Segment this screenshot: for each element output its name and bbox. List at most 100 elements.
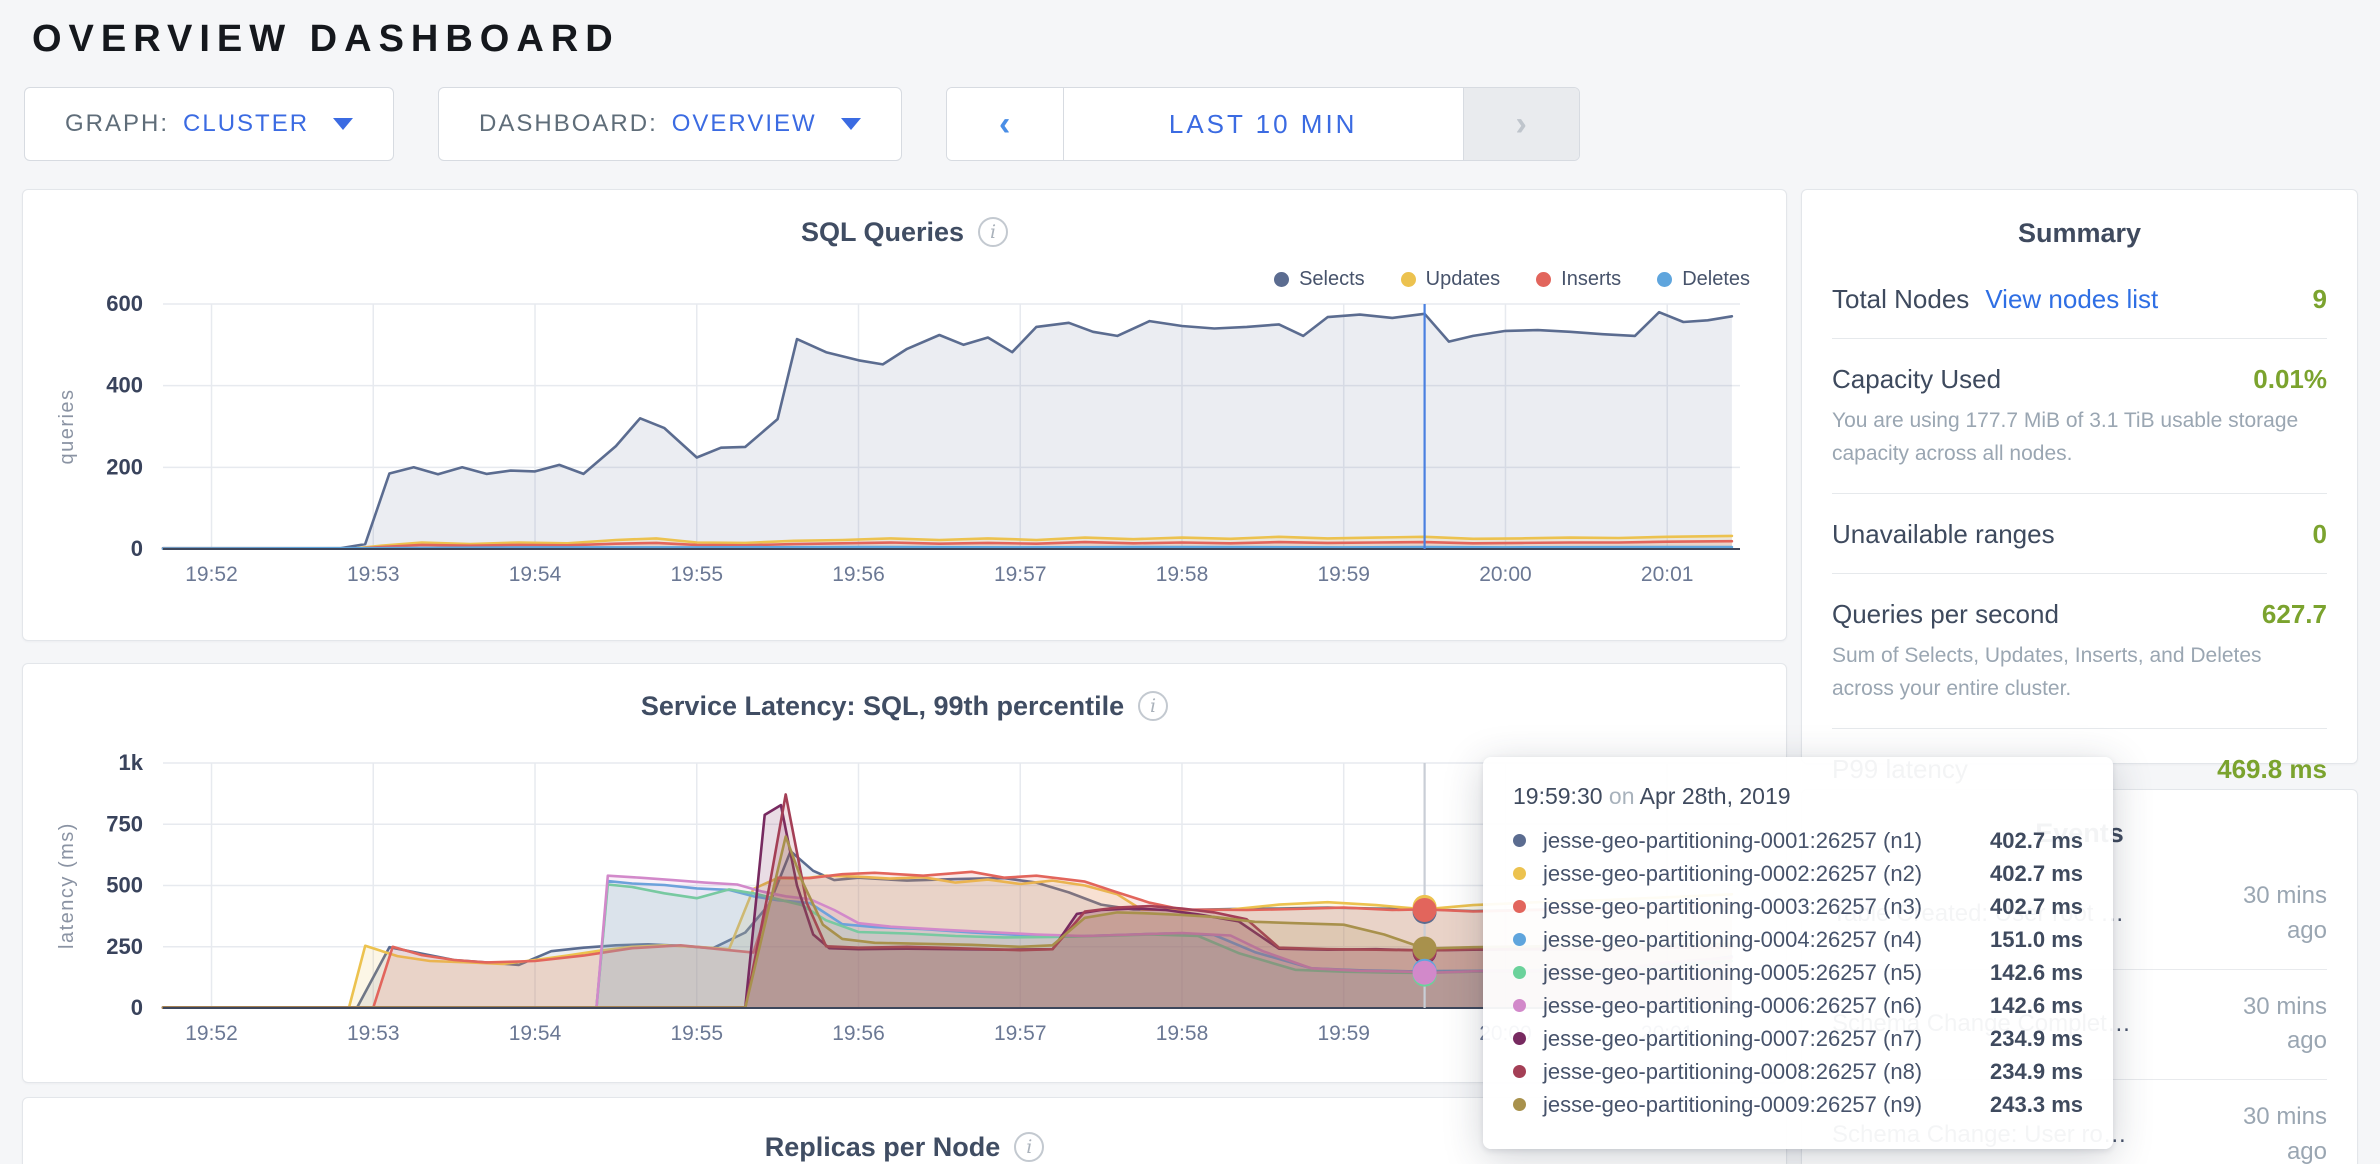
node-dot-icon [1513, 1032, 1526, 1045]
svg-text:19:55: 19:55 [670, 1022, 723, 1045]
inserts-dot-icon [1536, 272, 1552, 287]
dashboard-controls: GRAPH: CLUSTER DASHBOARD: OVERVIEW ‹ LAS… [24, 87, 2358, 161]
summary-panel: Summary Total Nodes View nodes list 9 Ca… [1801, 189, 2358, 784]
svg-text:19:52: 19:52 [185, 1022, 238, 1045]
svg-text:19:59: 19:59 [1317, 563, 1370, 586]
info-icon[interactable]: i [978, 217, 1009, 247]
node-dot-icon [1513, 834, 1526, 847]
summary-subtext: You are using 177.7 MiB of 3.1 TiB usabl… [1832, 409, 2299, 465]
summary-row-capacity-used: Capacity Used 0.01% You are using 177.7 … [1832, 339, 2327, 495]
service-latency-chart-card: Service Latency: SQL, 99th percentile i … [22, 663, 1787, 1083]
chevron-down-icon [840, 118, 861, 130]
legend-item-deletes[interactable]: Deletes [1657, 268, 1750, 291]
node-latency-value: 142.6 ms [1990, 959, 2083, 985]
chart-hover-tooltip: 19:59:30 on Apr 28th, 2019 jesse-geo-par… [1483, 757, 2113, 1149]
node-name: jesse-geo-partitioning-0005:26257 (n5) [1543, 959, 1923, 985]
legend-item-updates[interactable]: Updates [1400, 268, 1501, 291]
node-latency-value: 402.7 ms [1990, 893, 2083, 919]
svg-text:queries: queries [56, 388, 78, 464]
svg-text:0: 0 [131, 995, 143, 1020]
svg-text:19:56: 19:56 [832, 563, 885, 586]
service-latency-chart[interactable]: 19:52 19:53 19:54 19:55 19:56 19:57 19:58 19:59… [43, 738, 1758, 1053]
replicas-chart-header: Replicas per Node i [43, 1098, 1766, 1162]
summary-value: 9 [2312, 284, 2327, 314]
tooltip-row-n8: jesse-geo-partitioning-0008:26257 (n8) 2… [1513, 1055, 2083, 1088]
tooltip-row-n5: jesse-geo-partitioning-0005:26257 (n5) 1… [1513, 956, 2083, 989]
node-name: jesse-geo-partitioning-0006:26257 (n6) [1543, 992, 1923, 1018]
legend-label: Deletes [1682, 268, 1750, 290]
graph-dropdown[interactable]: GRAPH: CLUSTER [24, 87, 395, 161]
tooltip-row-n2: jesse-geo-partitioning-0002:26257 (n2) 4… [1513, 857, 2083, 890]
node-dot-icon [1513, 1098, 1526, 1111]
svg-text:750: 750 [106, 811, 143, 836]
svg-text:20:01: 20:01 [1641, 563, 1694, 586]
summary-value: 0.01% [2253, 364, 2327, 394]
sql-queries-chart-title: SQL Queries [800, 216, 965, 247]
summary-label: Unavailable ranges [1832, 519, 2055, 550]
node-latency-value: 151.0 ms [1990, 926, 2083, 952]
summary-title: Summary [2017, 218, 2142, 248]
time-range-prev-button[interactable]: ‹ [946, 88, 1063, 160]
node-dot-icon [1513, 933, 1526, 946]
summary-value: 0 [2312, 519, 2327, 550]
legend-item-inserts[interactable]: Inserts [1536, 268, 1621, 291]
legend-label: Updates [1425, 268, 1501, 290]
sql-queries-legend: Selects Updates Inserts Deletes [1274, 268, 1750, 291]
chevron-right-icon: › [1515, 104, 1527, 143]
svg-text:19:57: 19:57 [994, 1022, 1047, 1045]
time-range-next-button[interactable]: › [1462, 88, 1579, 160]
svg-text:19:58: 19:58 [1156, 563, 1209, 586]
tooltip-row-n6: jesse-geo-partitioning-0006:26257 (n6) 1… [1513, 989, 2083, 1022]
node-latency-value: 142.6 ms [1990, 992, 2083, 1018]
dashboard-dropdown[interactable]: DASHBOARD: OVERVIEW [438, 87, 902, 161]
svg-text:1k: 1k [119, 750, 144, 775]
svg-text:19:57: 19:57 [994, 563, 1047, 586]
chevron-down-icon [333, 118, 354, 130]
node-name: jesse-geo-partitioning-0009:26257 (n9) [1543, 1091, 1923, 1117]
dashboard-dropdown-label: DASHBOARD: [479, 110, 658, 137]
view-nodes-list-link[interactable]: View nodes list [1985, 284, 2159, 314]
legend-label: Inserts [1561, 268, 1622, 290]
svg-text:0: 0 [131, 536, 143, 561]
info-icon[interactable]: i [1014, 1132, 1045, 1162]
svg-text:250: 250 [106, 934, 143, 959]
info-icon[interactable]: i [1138, 691, 1169, 721]
summary-row-unavailable-ranges: Unavailable ranges 0 [1832, 494, 2327, 575]
tooltip-date: Apr 28th, 2019 [1639, 783, 1791, 809]
summary-label: Queries per second [1832, 599, 2059, 630]
page-title: OVERVIEW DASHBOARD [32, 18, 620, 60]
node-name: jesse-geo-partitioning-0002:26257 (n2) [1543, 860, 1923, 886]
event-row: Schema Change: User root ... 30 mins ago [1832, 1080, 2327, 1164]
svg-text:200: 200 [106, 454, 143, 479]
service-latency-chart-title: Service Latency: SQL, 99th percentile [640, 690, 1125, 721]
svg-text:400: 400 [106, 373, 143, 398]
svg-text:19:59: 19:59 [1317, 1022, 1370, 1045]
node-name: jesse-geo-partitioning-0008:26257 (n8) [1543, 1058, 1923, 1084]
legend-label: Selects [1299, 268, 1365, 290]
node-latency-value: 243.3 ms [1990, 1091, 2083, 1117]
tooltip-row-n9: jesse-geo-partitioning-0009:26257 (n9) 2… [1513, 1088, 2083, 1121]
svg-text:20:00: 20:00 [1479, 563, 1532, 586]
node-latency-value: 402.7 ms [1990, 827, 2083, 853]
deletes-dot-icon [1657, 272, 1673, 287]
dashboard-content: SQL Queries i Selects Updates Inserts [22, 189, 2358, 1164]
updates-dot-icon [1400, 272, 1416, 287]
svg-text:latency (ms): latency (ms) [56, 822, 78, 949]
summary-label: Capacity Used [1832, 364, 2002, 394]
time-range-value-button[interactable]: LAST 10 MIN [1062, 88, 1463, 160]
svg-text:19:54: 19:54 [509, 1022, 562, 1045]
node-dot-icon [1513, 999, 1526, 1012]
time-range-selector: ‹ LAST 10 MIN › [945, 87, 1580, 161]
tooltip-row-n1: jesse-geo-partitioning-0001:26257 (n1) 4… [1513, 824, 2083, 857]
tooltip-time: 19:59:30 [1513, 783, 1603, 809]
tooltip-row-n4: jesse-geo-partitioning-0004:26257 (n4) 1… [1513, 923, 2083, 956]
node-name: jesse-geo-partitioning-0007:26257 (n7) [1543, 1025, 1923, 1051]
node-latency-value: 402.7 ms [1990, 860, 2083, 886]
legend-item-selects[interactable]: Selects [1274, 268, 1365, 291]
sql-queries-chart-card: SQL Queries i Selects Updates Inserts [22, 189, 1787, 641]
sql-queries-chart[interactable]: 19:52 19:53 19:54 19:55 19:56 19:57 19:58 19:59… [43, 291, 1758, 594]
summary-row-total-nodes: Total Nodes View nodes list 9 [1832, 259, 2327, 339]
chevron-left-icon: ‹ [999, 104, 1011, 143]
summary-value: 469.8 ms [2217, 754, 2327, 785]
svg-text:19:53: 19:53 [347, 1022, 400, 1045]
